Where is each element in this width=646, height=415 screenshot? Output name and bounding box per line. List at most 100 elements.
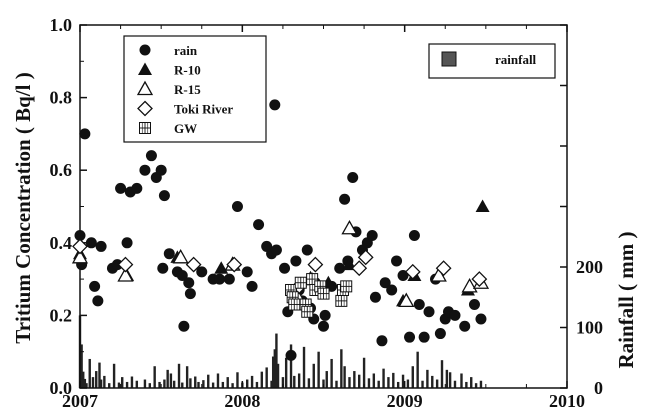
rainfall-bar bbox=[236, 372, 239, 388]
rain-point bbox=[246, 280, 258, 292]
y2-tick-label: 200 bbox=[576, 257, 603, 277]
marker-shape bbox=[131, 182, 143, 194]
marker-shape bbox=[379, 277, 391, 289]
marker-shape bbox=[339, 193, 351, 205]
rainfall-bar bbox=[125, 381, 129, 388]
rainfall-bar bbox=[479, 380, 483, 388]
rain-point bbox=[178, 320, 190, 332]
rainfall-bar bbox=[221, 381, 225, 388]
rainfall-bar bbox=[358, 374, 361, 388]
rainfall-bar bbox=[91, 377, 95, 388]
y2-axis-title: Rainfall ( mm ) bbox=[614, 231, 638, 368]
marker-shape bbox=[357, 249, 374, 266]
toki-river-point bbox=[471, 271, 488, 288]
rain-point bbox=[386, 284, 398, 296]
rainfall-bar bbox=[460, 373, 463, 388]
marker-shape bbox=[121, 237, 133, 249]
rain-point bbox=[418, 331, 430, 343]
rain-point bbox=[339, 193, 351, 205]
rainfall-bars bbox=[78, 315, 483, 388]
rainfall-bar bbox=[317, 351, 320, 388]
toki-river-point bbox=[357, 249, 374, 266]
rainfall-bar bbox=[275, 333, 278, 388]
rainfall-bar bbox=[431, 375, 434, 388]
rainfall-bar bbox=[382, 368, 385, 388]
marker-shape bbox=[269, 99, 281, 111]
marker-shape bbox=[74, 230, 86, 242]
rainfall-bar bbox=[372, 373, 376, 388]
marker-shape bbox=[318, 320, 329, 332]
rainfall-bar bbox=[246, 379, 249, 388]
marker-shape bbox=[404, 263, 421, 280]
marker-shape bbox=[334, 262, 346, 274]
rain-point bbox=[391, 255, 403, 267]
rainfall-bar bbox=[445, 369, 449, 388]
marker-shape bbox=[475, 313, 487, 325]
marker-shape bbox=[231, 201, 243, 212]
marker-shape bbox=[435, 260, 452, 277]
rain-point bbox=[301, 244, 313, 256]
rainfall-bar bbox=[435, 379, 439, 388]
rainfall-bar bbox=[202, 380, 205, 388]
legend-marker bbox=[139, 122, 151, 134]
gw-point bbox=[288, 298, 301, 311]
marker-shape bbox=[241, 266, 253, 278]
x-tick-label: 2010 bbox=[549, 391, 585, 411]
rain-point bbox=[92, 295, 104, 307]
rainfall-bar bbox=[312, 363, 315, 388]
marker-shape bbox=[246, 280, 258, 292]
rainfall-bar bbox=[88, 358, 91, 388]
marker-shape bbox=[196, 266, 208, 278]
rainfall-bar bbox=[95, 371, 98, 388]
rain-point bbox=[85, 237, 97, 249]
legend-label: Toki River bbox=[174, 102, 233, 117]
legend-label: rain bbox=[174, 43, 198, 58]
rain-point bbox=[423, 306, 435, 318]
marker-shape bbox=[183, 277, 195, 289]
marker-shape bbox=[145, 150, 157, 162]
rain-point bbox=[413, 299, 425, 311]
rainfall-legend: rainfall bbox=[428, 43, 556, 79]
rainfall-bar bbox=[189, 378, 192, 388]
rainfall-bar bbox=[426, 369, 429, 388]
y-axis-title: Tritium Concentration ( Bq/l ) bbox=[11, 72, 35, 343]
data-points bbox=[71, 99, 490, 361]
rain-point bbox=[158, 190, 170, 202]
toki-river-point bbox=[185, 256, 202, 273]
marker-shape bbox=[319, 309, 331, 321]
rain-point bbox=[319, 309, 331, 321]
rainfall-bar bbox=[143, 379, 147, 388]
gw-point bbox=[340, 280, 353, 293]
marker-shape bbox=[413, 299, 425, 311]
marker-shape bbox=[351, 260, 368, 277]
marker-shape bbox=[158, 190, 170, 202]
rain-point bbox=[475, 313, 487, 325]
rain-point bbox=[434, 328, 446, 340]
marker-shape bbox=[404, 331, 416, 343]
rain-point bbox=[89, 280, 101, 292]
marker-shape bbox=[391, 255, 403, 267]
rainfall-bar bbox=[401, 374, 405, 388]
marker-shape bbox=[185, 256, 202, 273]
rainfall-bar bbox=[169, 373, 173, 388]
marker-shape bbox=[115, 182, 127, 194]
rainfall-bar bbox=[362, 357, 366, 388]
marker-shape bbox=[163, 248, 175, 260]
rainfall-bar bbox=[82, 371, 85, 388]
rain-point bbox=[163, 248, 175, 260]
rainfall-bar bbox=[185, 366, 189, 388]
marker-shape bbox=[138, 62, 152, 75]
rainfall-bar bbox=[440, 360, 444, 388]
marker-shape bbox=[176, 269, 188, 281]
r-15-point bbox=[71, 248, 89, 264]
rainfall-bar bbox=[226, 377, 229, 388]
y-tick-label: 0.2 bbox=[50, 305, 73, 325]
legend-label: GW bbox=[174, 121, 197, 136]
rainfall-bar bbox=[166, 369, 169, 388]
rain-point bbox=[95, 240, 107, 252]
rainfall-legend-label: rainfall bbox=[495, 52, 537, 67]
r-10-point bbox=[475, 199, 490, 212]
rain-point bbox=[269, 99, 281, 111]
r-15-point bbox=[117, 267, 134, 282]
